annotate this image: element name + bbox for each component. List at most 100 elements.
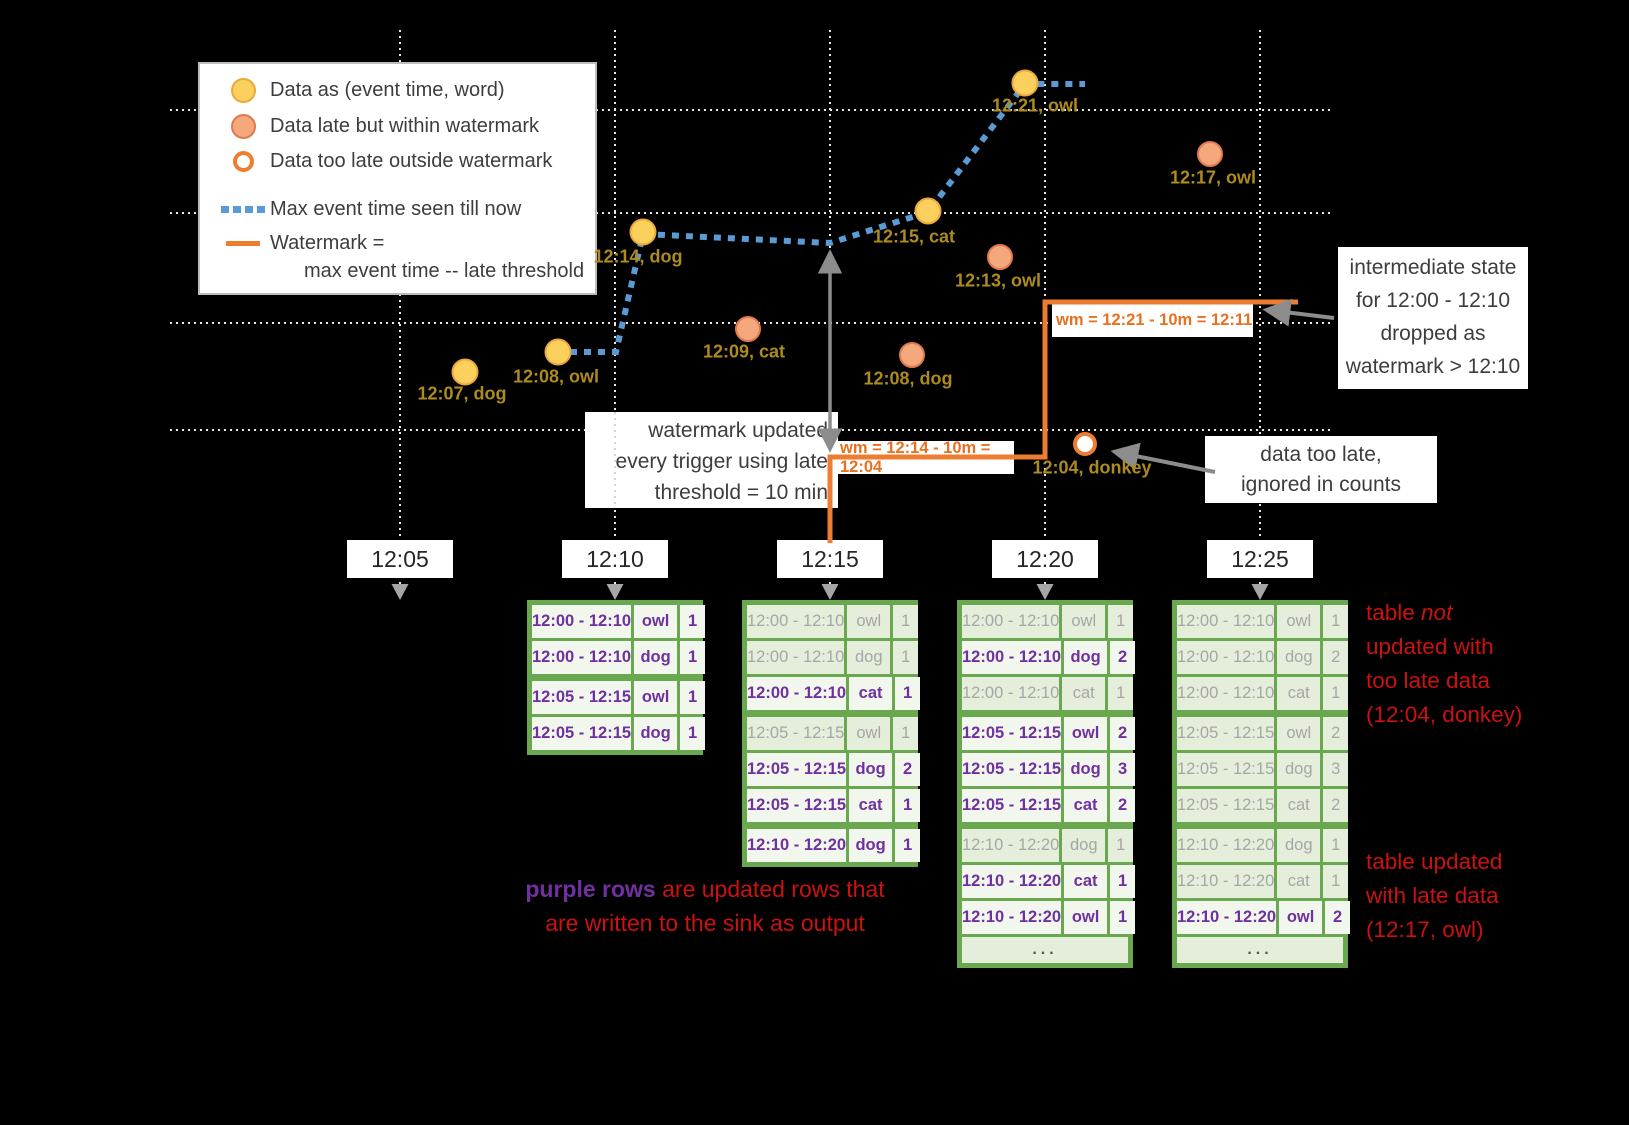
watermark-value-label-1220: wm = 12:21 - 10m = 12:11 — [1052, 304, 1253, 337]
legend-item-ontime: Data as (event time, word) — [216, 78, 595, 103]
note-line: dropped as — [1380, 322, 1486, 345]
table-cell-word: dog — [849, 753, 893, 786]
table-cell-window: 12:10 - 12:20 — [1177, 865, 1275, 898]
table-row: 12:05 - 12:15 owl 1 — [747, 717, 919, 750]
table-row: 12:10 - 12:20 cat 1 — [1177, 865, 1349, 898]
data-point-label: 12:08, owl — [512, 366, 600, 387]
table-ellipsis-row: ... — [1177, 937, 1343, 963]
table-cell-window: 12:00 - 12:10 — [532, 605, 632, 638]
table-cell-count: 1 — [1323, 605, 1349, 638]
trigger-time-1205: 12:05 — [347, 540, 453, 578]
table-row: 12:10 - 12:20 dog 1 — [962, 829, 1134, 862]
table-cell-count: 1 — [1108, 677, 1134, 710]
table-cell-count: 2 — [1323, 717, 1349, 750]
data-point-ontime — [544, 338, 572, 366]
table-cell-count: 1 — [680, 681, 706, 714]
table-cell-count: 2 — [1110, 641, 1136, 674]
caption-line: (12:17, owl) — [1366, 917, 1484, 942]
table-cell-word: dog — [1062, 829, 1106, 862]
table-cell-window: 12:00 - 12:10 — [747, 641, 845, 674]
legend-item-watermark: Watermark = — [216, 232, 595, 255]
table-ellipsis-row: ... — [962, 937, 1128, 963]
legend: Data as (event time, word) Data late but… — [198, 62, 597, 295]
table-cell-window: 12:05 - 12:15 — [532, 717, 632, 750]
table-cell-window: 12:10 - 12:20 — [962, 901, 1062, 934]
table-cell-word: dog — [1064, 641, 1108, 674]
table-row: 12:05 - 12:15 dog 3 — [962, 753, 1136, 786]
too-late-note: data too late, ignored in counts — [1205, 436, 1437, 503]
table-cell-word: cat — [849, 677, 893, 710]
table-cell-word: owl — [1277, 717, 1321, 750]
caption-line: table updated — [1366, 849, 1503, 874]
trigger-time-1215: 12:15 — [777, 540, 883, 578]
table-cell-window: 12:00 - 12:10 — [1177, 677, 1275, 710]
table-cell-count: 1 — [680, 605, 706, 638]
table-row: 12:00 - 12:10 owl 1 — [962, 605, 1134, 638]
trigger-time-1225: 12:25 — [1207, 540, 1313, 578]
trigger-time-1210: 12:10 — [562, 540, 668, 578]
note-line: watermark updated — [648, 419, 828, 442]
data-point-label: 12:17, owl — [1169, 167, 1257, 188]
table-row: 12:05 - 12:15 owl 2 — [962, 717, 1136, 750]
table-cell-word: cat — [1277, 677, 1321, 710]
table-row: 12:00 - 12:10 cat 1 — [962, 677, 1134, 710]
table-cell-word: owl — [847, 605, 891, 638]
watermark-line-icon — [216, 241, 270, 246]
table-cell-count: 2 — [1323, 789, 1349, 822]
result-table-1225: 12:00 - 12:10 owl 1 12:00 - 12:10 dog 2 12:00 … — [1172, 600, 1351, 968]
trigger-time-1220: 12:20 — [992, 540, 1098, 578]
table-row: 12:00 - 12:10 cat 1 — [1177, 677, 1349, 710]
table-cell-word: cat — [1277, 865, 1321, 898]
note-line: for 12:00 - 12:10 — [1355, 289, 1511, 312]
table-cell-window: 12:05 - 12:15 — [962, 789, 1062, 822]
table-row: 12:10 - 12:20 owl 1 — [962, 901, 1136, 934]
table-cell-count: 1 — [895, 829, 921, 862]
table-cell-word: cat — [1064, 789, 1108, 822]
data-point-late — [735, 316, 761, 342]
table-cell-window: 12:05 - 12:15 — [1177, 753, 1275, 786]
table-cell-word: dog — [1277, 829, 1321, 862]
table-row: 12:00 - 12:10 dog 2 — [1177, 641, 1349, 674]
table-row: 12:00 - 12:10 dog 1 — [747, 641, 919, 674]
table-row: 12:10 - 12:20 dog 1 — [747, 829, 921, 862]
table-cell-count: 1 — [680, 641, 706, 674]
data-point-ontime — [629, 218, 657, 246]
legend-label: Data as (event time, word) — [270, 79, 505, 101]
note-line: threshold = 10 min — [654, 481, 828, 504]
table-row: 12:05 - 12:15 dog 1 — [532, 717, 706, 750]
caption-line: table not — [1366, 600, 1453, 625]
table-cell-window: 12:00 - 12:10 — [747, 677, 847, 710]
late-dot-icon — [216, 114, 270, 139]
table-cell-word: owl — [1277, 605, 1321, 638]
table-cell-window: 12:05 - 12:15 — [1177, 789, 1275, 822]
table-row: 12:00 - 12:10 owl 1 — [747, 605, 919, 638]
table-cell-word: owl — [1062, 605, 1106, 638]
note-line: every trigger using late — [615, 450, 828, 473]
table-cell-count: 1 — [893, 605, 919, 638]
data-point-late — [987, 244, 1013, 270]
table-cell-window: 12:00 - 12:10 — [1177, 605, 1275, 638]
table-cell-word: owl — [1064, 717, 1108, 750]
legend-label: Max event time seen till now — [270, 198, 522, 220]
table-cell-count: 1 — [1323, 677, 1349, 710]
legend-label: Watermark = — [270, 232, 385, 254]
table-cell-window: 12:10 - 12:20 — [962, 829, 1060, 862]
table-cell-window: 12:05 - 12:15 — [747, 753, 847, 786]
data-point-late — [1197, 141, 1223, 167]
table-row: 12:05 - 12:15 owl 2 — [1177, 717, 1349, 750]
table-row: 12:05 - 12:15 owl 1 — [532, 681, 706, 714]
caption-line: with late data — [1366, 883, 1499, 908]
table-cell-count: 3 — [1323, 753, 1349, 786]
table-cell-window: 12:05 - 12:15 — [962, 717, 1062, 750]
table-cell-window: 12:05 - 12:15 — [962, 753, 1062, 786]
result-table-1220: 12:00 - 12:10 owl 1 12:00 - 12:10 dog 2 12:00 … — [957, 600, 1136, 968]
watermark-value-label-1215: wm = 12:14 - 10m = 12:04 — [836, 439, 1014, 476]
data-point-label: 12:09, cat — [702, 341, 786, 362]
table-row: 12:05 - 12:15 cat 2 — [962, 789, 1136, 822]
legend-watermark-formula: max event time -- late threshold — [304, 260, 585, 282]
table-cell-word: dog — [849, 829, 893, 862]
table-cell-word: dog — [634, 641, 678, 674]
table-cell-count: 1 — [680, 717, 706, 750]
note-line: data too late, — [1260, 443, 1382, 466]
